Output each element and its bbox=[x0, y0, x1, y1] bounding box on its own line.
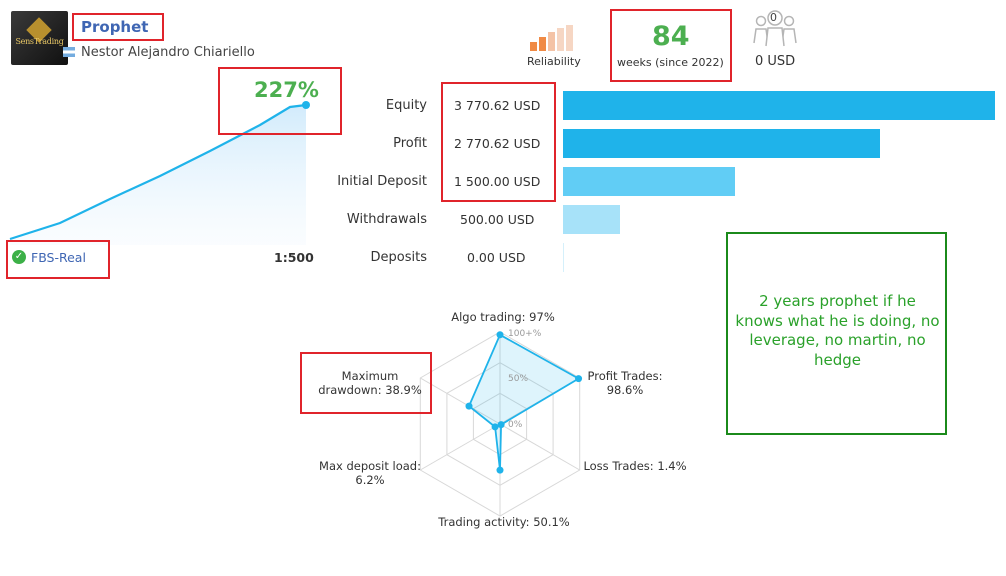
radar-point-2 bbox=[575, 375, 583, 383]
withdrawals-label: Withdrawals bbox=[346, 212, 427, 227]
radar-point-3 bbox=[497, 421, 505, 429]
deposits-value: 0.00 USD bbox=[467, 250, 526, 265]
radar-label-maximum-drawdown: Maximum drawdown: 38.9% bbox=[318, 369, 422, 397]
growth-line bbox=[9, 103, 307, 241]
radar-label-profit-trades: Profit Trades: 98.6% bbox=[587, 369, 663, 397]
radar-data-points bbox=[465, 331, 583, 474]
radar-data-polygon bbox=[467, 333, 581, 471]
withdrawals-bar bbox=[563, 205, 620, 234]
signal-logo: SensTrading bbox=[11, 11, 68, 65]
initial-deposit-label: Initial Deposit bbox=[337, 174, 427, 189]
growth-chart bbox=[9, 101, 310, 245]
leverage-value: 1:500 bbox=[274, 250, 314, 265]
logo-text: SensTrading bbox=[15, 37, 64, 46]
scale-label-max: 100+% bbox=[508, 329, 542, 339]
radar-point-1 bbox=[496, 331, 504, 339]
weeks-highlight-box bbox=[610, 9, 732, 82]
title-highlight-box bbox=[72, 13, 164, 41]
radar-chart: 100+% 50% 0% bbox=[419, 329, 583, 517]
radar-point-6 bbox=[465, 402, 473, 410]
initial-deposit-bar bbox=[563, 167, 735, 196]
verified-shield-icon: ✓ bbox=[12, 250, 26, 264]
subscribers-icon bbox=[753, 10, 797, 47]
profit-bar bbox=[563, 129, 880, 158]
radar-point-4 bbox=[496, 466, 504, 474]
annotation-box bbox=[726, 232, 947, 435]
equity-value: 3 770.62 USD bbox=[454, 98, 541, 113]
broker-account[interactable]: FBS-Real bbox=[31, 250, 86, 265]
radar-label-max-deposit-load: Max deposit load: 6.2% bbox=[319, 459, 421, 487]
deposits-bar bbox=[563, 243, 564, 272]
radar-label-trading-activity: Trading activity: 50.1% bbox=[438, 515, 570, 529]
weeks-count: 84 bbox=[652, 21, 690, 52]
initial-deposit-value: 1 500.00 USD bbox=[454, 174, 541, 189]
balances-highlight-box bbox=[441, 82, 556, 202]
annotation-note: 2 years prophet if he knows what he is d… bbox=[735, 292, 940, 369]
argentina-flag-icon bbox=[63, 47, 75, 57]
account-highlight-box bbox=[6, 240, 110, 279]
scale-label-zero: 0% bbox=[508, 420, 523, 430]
profit-label: Profit bbox=[393, 136, 427, 151]
weeks-label: weeks (since 2022) bbox=[617, 56, 724, 69]
radar-label-loss-trades: Loss Trades: 1.4% bbox=[583, 459, 687, 473]
profit-value: 2 770.62 USD bbox=[454, 136, 541, 151]
growth-highlight-box bbox=[218, 67, 342, 135]
radar-point-5 bbox=[491, 423, 499, 431]
radar-axis-6 bbox=[420, 377, 501, 425]
radar-axis-3 bbox=[499, 423, 580, 471]
radar-axis-5 bbox=[420, 423, 501, 471]
reliability-bars-icon bbox=[530, 25, 573, 51]
equity-bar bbox=[563, 91, 995, 120]
signal-title[interactable]: Prophet bbox=[81, 18, 149, 36]
subscriber-count: 0 bbox=[770, 11, 777, 24]
growth-end-point bbox=[302, 101, 310, 109]
scale-label-mid: 50% bbox=[508, 374, 528, 384]
radar-label-algo-trading: Algo trading: 97% bbox=[451, 310, 555, 324]
author-name[interactable]: Nestor Alejandro Chiariello bbox=[81, 45, 255, 60]
growth-percent: 227% bbox=[254, 78, 319, 102]
drawdown-highlight-box bbox=[300, 352, 432, 414]
withdrawals-value: 500.00 USD bbox=[460, 212, 535, 227]
deposits-label: Deposits bbox=[370, 250, 427, 265]
subscription-price: 0 USD bbox=[755, 54, 796, 69]
equity-label: Equity bbox=[385, 98, 427, 113]
reliability-label: Reliability bbox=[527, 55, 581, 68]
